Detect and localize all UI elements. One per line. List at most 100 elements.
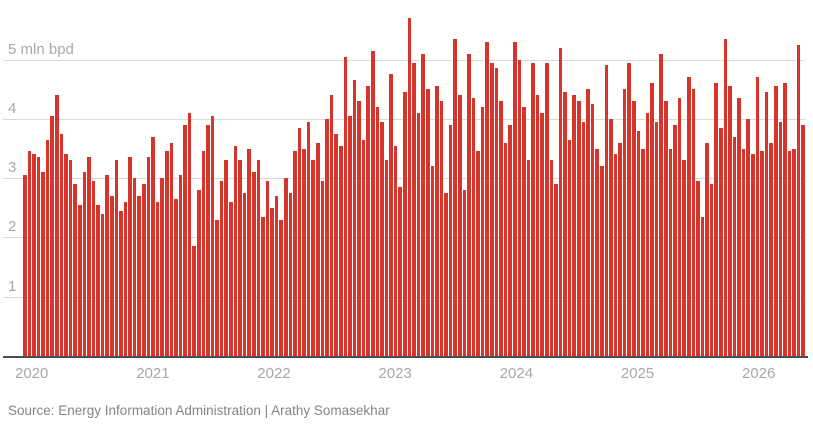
bar-2020-24 xyxy=(128,157,132,356)
bar-2021-12 xyxy=(192,246,196,356)
bar-2021-8 xyxy=(174,198,178,356)
bar-2025-15 xyxy=(682,160,686,356)
bar-2022-17 xyxy=(334,133,338,356)
x-tick-label-2023: 2023 xyxy=(378,365,412,382)
bar-2024-9 xyxy=(535,95,540,356)
bar-2023-26 xyxy=(494,68,499,356)
bar-2022-15 xyxy=(325,118,329,356)
bar-2023-1 xyxy=(380,121,384,356)
bar-2021-3 xyxy=(151,136,155,356)
bar-2020-4 xyxy=(36,157,41,356)
bar-2023-5 xyxy=(398,187,403,356)
x-tick-label-2020: 2020 xyxy=(15,365,49,382)
bar-2020-22 xyxy=(119,210,123,356)
y-tick-label-4: 4 xyxy=(8,99,17,117)
bar-2023-7 xyxy=(407,18,412,356)
bar-2026-12 xyxy=(787,151,792,356)
y-tick-label-1: 1 xyxy=(8,277,17,295)
bar-2023-21 xyxy=(471,98,476,356)
bar-2025-22 xyxy=(714,83,719,356)
bar-2023-20 xyxy=(467,53,471,356)
bar-2024-18 xyxy=(577,101,581,356)
bar-2022-10 xyxy=(302,148,306,356)
bar-2025-8 xyxy=(650,83,654,356)
bar-2026-1 xyxy=(737,98,741,356)
bar-2026-8 xyxy=(769,142,773,356)
bar-2021-9 xyxy=(178,175,183,356)
x-tick-label-2026: 2026 xyxy=(742,365,776,382)
bar-2021-6 xyxy=(164,151,169,356)
bar-2025-17 xyxy=(691,89,696,356)
bar-2025-16 xyxy=(686,77,691,356)
bar-2025-6 xyxy=(641,148,645,356)
x-tick-label-2022: 2022 xyxy=(257,365,291,382)
bar-2022-4 xyxy=(274,195,279,356)
bar-2022-14 xyxy=(320,181,325,356)
bar-2022-23 xyxy=(361,139,366,356)
bar-2022-6 xyxy=(284,178,288,356)
bar-2020-9 xyxy=(59,133,64,356)
x-axis-line xyxy=(3,356,808,358)
bar-2026-15 xyxy=(801,124,806,356)
bar-2023-24 xyxy=(485,41,490,356)
bar-2020-21 xyxy=(114,160,119,356)
bar-2022-12 xyxy=(311,160,316,356)
bar-2024-5 xyxy=(517,59,522,356)
bar-2021-18 xyxy=(219,181,224,356)
x-tick-label-2025: 2025 xyxy=(620,365,655,382)
bar-2023-15 xyxy=(444,192,448,356)
bar-2024-11 xyxy=(545,62,549,356)
bar-2022-16 xyxy=(329,95,334,356)
bar-2026-13 xyxy=(792,148,796,356)
bar-2023-13 xyxy=(435,86,439,356)
bar-2022-26 xyxy=(375,106,380,356)
bar-2025-21 xyxy=(709,184,714,356)
bar-2022-9 xyxy=(297,127,302,356)
bar-2026-4 xyxy=(751,154,755,356)
bar-2025-14 xyxy=(677,98,682,356)
bar-2026-7 xyxy=(764,92,769,356)
bar-2021-24 xyxy=(247,148,251,356)
bar-2025-25 xyxy=(728,86,732,356)
bar-2025-7 xyxy=(645,112,650,356)
bar-2023-25 xyxy=(490,62,494,356)
bar-2023-19 xyxy=(462,190,467,356)
bar-2023-10 xyxy=(421,53,425,356)
bar-2023-14 xyxy=(439,101,444,356)
bar-2020-2 xyxy=(27,151,32,356)
bar-2021-14 xyxy=(201,151,206,356)
bar-2024-22 xyxy=(595,148,599,356)
bar-2025-4 xyxy=(632,101,636,356)
bar-2024-7 xyxy=(526,160,531,356)
bar-2024-17 xyxy=(572,95,577,356)
bar-2024-20 xyxy=(586,89,590,356)
bar-2026-10 xyxy=(778,121,783,356)
bar-2020-19 xyxy=(105,175,109,356)
bar-2023-22 xyxy=(476,151,480,356)
bar-2020-25 xyxy=(132,178,137,356)
y-tick-label-5: 5 mln bpd xyxy=(8,40,74,58)
bar-2020-15 xyxy=(87,157,91,356)
x-tick-label-2021: 2021 xyxy=(136,365,170,382)
bar-2020-17 xyxy=(96,204,100,356)
bar-2023-9 xyxy=(416,112,421,356)
bar-2020-26 xyxy=(137,195,142,356)
bar-2020-5 xyxy=(41,172,45,356)
bar-2020-1 xyxy=(23,175,27,356)
bar-2024-4 xyxy=(512,41,517,356)
bar-2020-16 xyxy=(91,181,96,356)
bar-2025-13 xyxy=(673,124,677,356)
bar-2020-11 xyxy=(68,160,73,356)
bar-2024-3 xyxy=(508,124,512,356)
source-credit: Source: Energy Information Administratio… xyxy=(8,403,390,418)
bar-2022-21 xyxy=(352,80,357,356)
bar-2022-20 xyxy=(348,115,352,356)
bar-2026-9 xyxy=(773,86,778,356)
y-tick-label-3: 3 xyxy=(8,159,17,177)
bar-2021-11 xyxy=(187,112,192,356)
bar-2022-11 xyxy=(306,121,311,356)
bar-2026-11 xyxy=(783,83,787,356)
bar-2026-3 xyxy=(746,118,751,356)
bar-2025-18 xyxy=(696,181,700,356)
